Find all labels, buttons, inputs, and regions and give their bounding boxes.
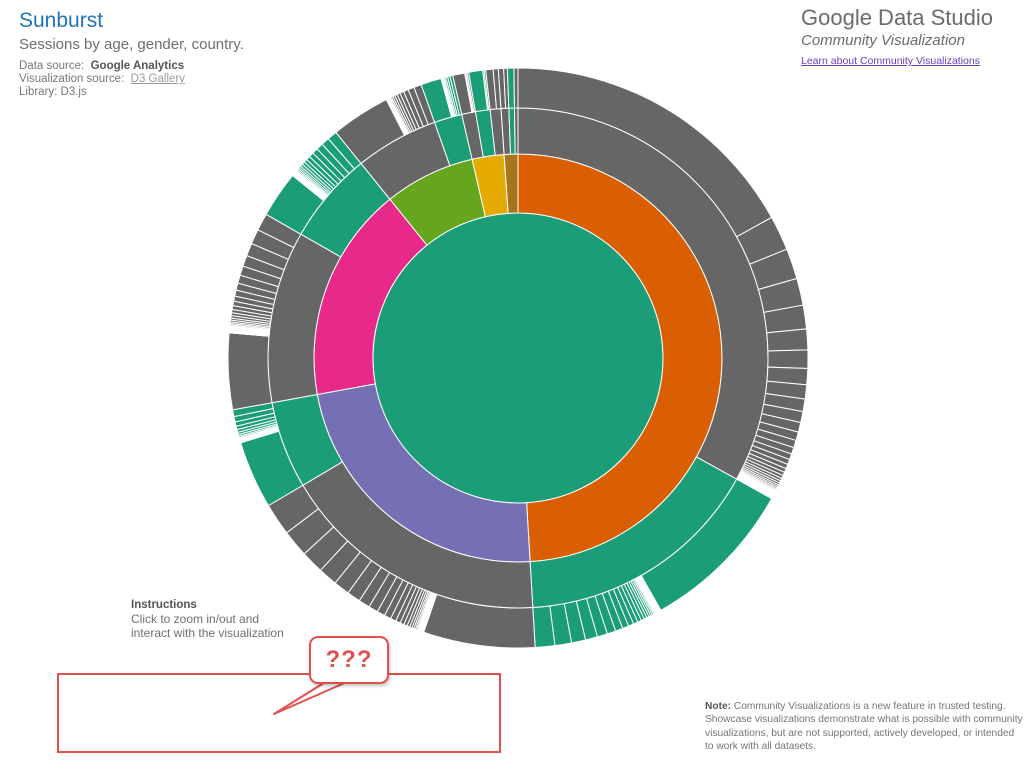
learn-community-viz-link[interactable]: Learn about Community Visualizations	[801, 55, 980, 67]
instructions-line-2: interact with the visualization	[131, 626, 284, 640]
instructions-line-1: Click to zoom in/out and	[131, 612, 260, 626]
page-subtitle: Sessions by age, gender, country.	[19, 36, 244, 53]
brand-block: Google Data Studio Community Visualizati…	[801, 5, 1014, 67]
data-source-row: Data source: Google Analytics	[19, 60, 244, 73]
brand-name: Google Data Studio	[801, 5, 994, 30]
note: Note: Community Visualizations is a new …	[705, 700, 1023, 753]
instructions-title: Instructions	[131, 599, 197, 611]
sunburst-segment[interactable]	[506, 67, 516, 109]
sunburst-segment[interactable]	[767, 349, 809, 370]
data-source-label: Data source:	[19, 60, 85, 72]
sunburst-segment[interactable]	[513, 67, 519, 109]
sunburst-segment[interactable]	[372, 212, 664, 504]
meta-info: Data source: Google Analytics Visualizat…	[19, 60, 244, 99]
sunburst-segment[interactable]	[766, 328, 809, 352]
note-text: Community Visualizations is a new featur…	[705, 701, 1023, 752]
library-row: Library: D3.js	[19, 86, 87, 98]
viz-source-label: Visualization source:	[19, 73, 125, 85]
question-callout: ???	[309, 636, 389, 684]
viz-source-row: Visualization source: D3 Gallery	[19, 73, 244, 86]
annotation-highlight-box	[57, 673, 501, 753]
page-title: Sunburst	[19, 9, 104, 32]
data-source-value: Google Analytics	[90, 60, 185, 72]
d3-gallery-link[interactable]: D3 Gallery	[130, 73, 185, 85]
brand-subtitle: Community Visualization	[801, 32, 965, 49]
instructions: Instructions Click to zoom in/out and in…	[131, 597, 284, 640]
header: Sunburst Sessions by age, gender, countr…	[19, 8, 244, 99]
sunburst-segment[interactable]	[227, 332, 273, 411]
sunburst-segment[interactable]	[514, 107, 519, 155]
note-label: Note:	[705, 701, 732, 712]
